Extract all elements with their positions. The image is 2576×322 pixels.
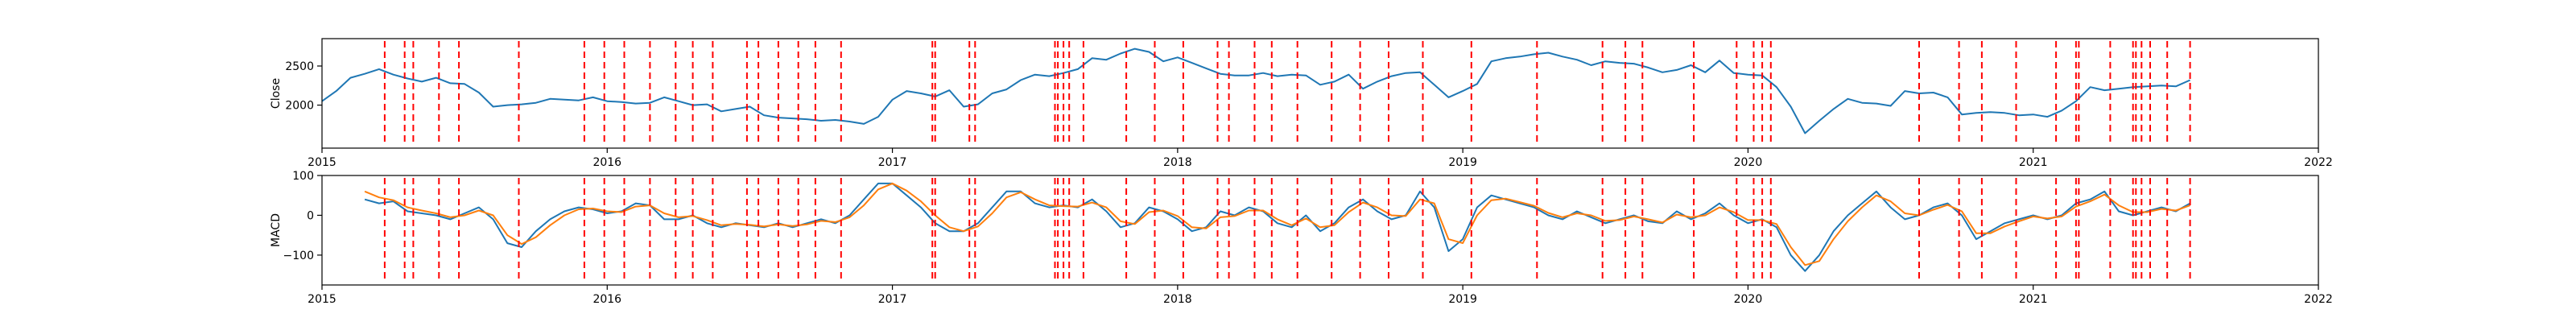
close-price-panel: 2015 2016 2017 2018 2019 2020 2021 2022 2000 2500…	[270, 38, 2333, 169]
macd-y-tick-label-2: 100	[292, 170, 314, 183]
macd-series-line-1	[364, 182, 2190, 266]
close-x-tick-label-6: 2021	[2019, 156, 2048, 169]
close-x-tick-label-5: 2020	[1734, 156, 1763, 169]
close-plot-frame	[321, 38, 2319, 149]
macd-x-tick-label-2: 2017	[878, 293, 907, 306]
macd-y-tick-label-1: 0	[307, 209, 314, 222]
close-y-tick-label-1: 2500	[285, 60, 314, 73]
macd-series-line-0	[364, 182, 2191, 272]
macd-panel: 2015 2016 2017 2018 2019 2020 2021 2022 −100 0 100…	[270, 170, 2333, 306]
macd-x-tick-label-0: 2015	[308, 293, 336, 306]
close-y-tick-label-0: 2000	[285, 100, 314, 113]
close-x-tick-label-2: 2017	[878, 156, 907, 169]
close-y-axis-label: Close	[270, 78, 283, 109]
close-panel-marks: 2015 2016 2017 2018 2019 2020 2021 2022 2000 2500	[285, 41, 2333, 169]
macd-x-tick-label-1: 2016	[592, 293, 621, 306]
macd-x-tick-label-4: 2019	[1448, 293, 1477, 306]
macd-x-tick-label-6: 2021	[2019, 293, 2048, 306]
close-x-tick-label-7: 2022	[2304, 156, 2333, 169]
close-x-tick-label-0: 2015	[308, 156, 336, 169]
macd-y-tick-label-0: −100	[283, 250, 314, 262]
close-x-tick-label-3: 2018	[1163, 156, 1192, 169]
macd-plot-frame	[321, 175, 2319, 286]
macd-x-tick-label-7: 2022	[2304, 293, 2333, 306]
macd-y-axis-label: MACD	[270, 213, 283, 247]
close-x-tick-label-1: 2016	[592, 156, 621, 169]
macd-x-tick-label-3: 2018	[1163, 293, 1192, 306]
close-series-line-0	[321, 47, 2191, 134]
close-x-tick-label-4: 2019	[1448, 156, 1477, 169]
macd-x-tick-label-5: 2020	[1734, 293, 1763, 306]
macd-panel-marks: 2015 2016 2017 2018 2019 2020 2021 2022 −100 0 100	[283, 170, 2333, 306]
